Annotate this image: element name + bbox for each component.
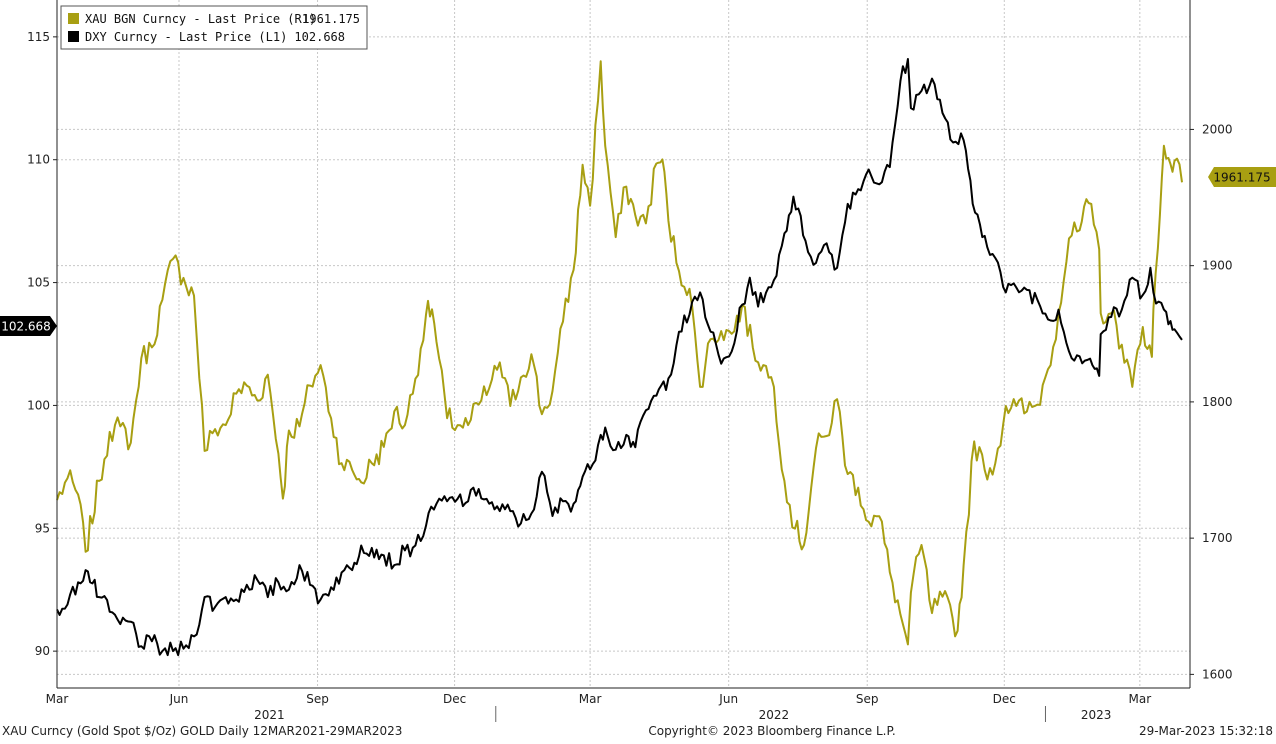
month-tick-label: Mar xyxy=(46,692,69,706)
left-tick-label: 90 xyxy=(35,644,50,658)
right-last-value-text: 1961.175 xyxy=(1213,171,1270,185)
month-tick-label: Mar xyxy=(1129,692,1152,706)
legend-box xyxy=(60,5,368,50)
left-tick-label: 110 xyxy=(27,153,50,167)
left-tick-label: 115 xyxy=(27,30,50,44)
year-label: 2022 xyxy=(759,708,790,722)
right-tick-label: 1900 xyxy=(1202,259,1233,273)
left-last-value-text: 102.668 xyxy=(1,320,51,334)
legend-swatch-dxy xyxy=(68,31,79,42)
left-last-value-tag: 102.668 xyxy=(0,316,57,336)
month-tick-label: Jun xyxy=(169,692,189,706)
year-label: 2021 xyxy=(254,708,285,722)
left-tick-label: 100 xyxy=(27,398,50,412)
legend-swatch-gold xyxy=(68,13,79,24)
legend: XAU BGN Curncy - Last Price (R1) 1961.17… xyxy=(60,5,368,50)
month-tick-label: Dec xyxy=(443,692,466,706)
footer-left: XAU Curncy (Gold Spot $/Oz) GOLD Daily 1… xyxy=(2,724,402,738)
left-tick-label: 95 xyxy=(35,521,50,535)
left-tick-label: 105 xyxy=(27,276,50,290)
right-last-value-tag: 1961.175 xyxy=(1208,167,1276,187)
month-tick-label: Sep xyxy=(306,692,329,706)
month-tick-label: Dec xyxy=(993,692,1016,706)
legend-value-gold: 1961.175 xyxy=(302,12,360,26)
dxy-series-line xyxy=(56,58,1183,657)
axes-layer: 90 95 100 105 110 115 1600 1700 1800 1900 2000 Mar J… xyxy=(27,0,1233,722)
footer: XAU Curncy (Gold Spot $/Oz) GOLD Daily 1… xyxy=(2,724,1273,738)
legend-value-dxy: 102.668 xyxy=(294,30,345,44)
legend-label-gold: XAU BGN Curncy - Last Price (R1) xyxy=(85,12,316,26)
month-tick-label: Jun xyxy=(718,692,738,706)
footer-right: 29-Mar-2023 15:32:18 xyxy=(1139,724,1273,738)
tags-layer: 102.668 1961.175 xyxy=(0,167,1276,336)
gold-series-line xyxy=(56,60,1183,646)
right-tick-label: 2000 xyxy=(1202,122,1233,136)
year-label: 2023 xyxy=(1081,708,1112,722)
right-tick-label: 1700 xyxy=(1202,531,1233,545)
footer-center: Copyright© 2023 Bloomberg Finance L.P. xyxy=(648,724,895,738)
month-tick-label: Sep xyxy=(856,692,879,706)
series-layer xyxy=(56,58,1183,657)
right-tick-label: 1800 xyxy=(1202,395,1233,409)
right-tick-label: 1600 xyxy=(1202,667,1233,681)
legend-label-dxy: DXY Curncy - Last Price (L1) xyxy=(85,30,287,44)
month-tick-label: Mar xyxy=(579,692,602,706)
